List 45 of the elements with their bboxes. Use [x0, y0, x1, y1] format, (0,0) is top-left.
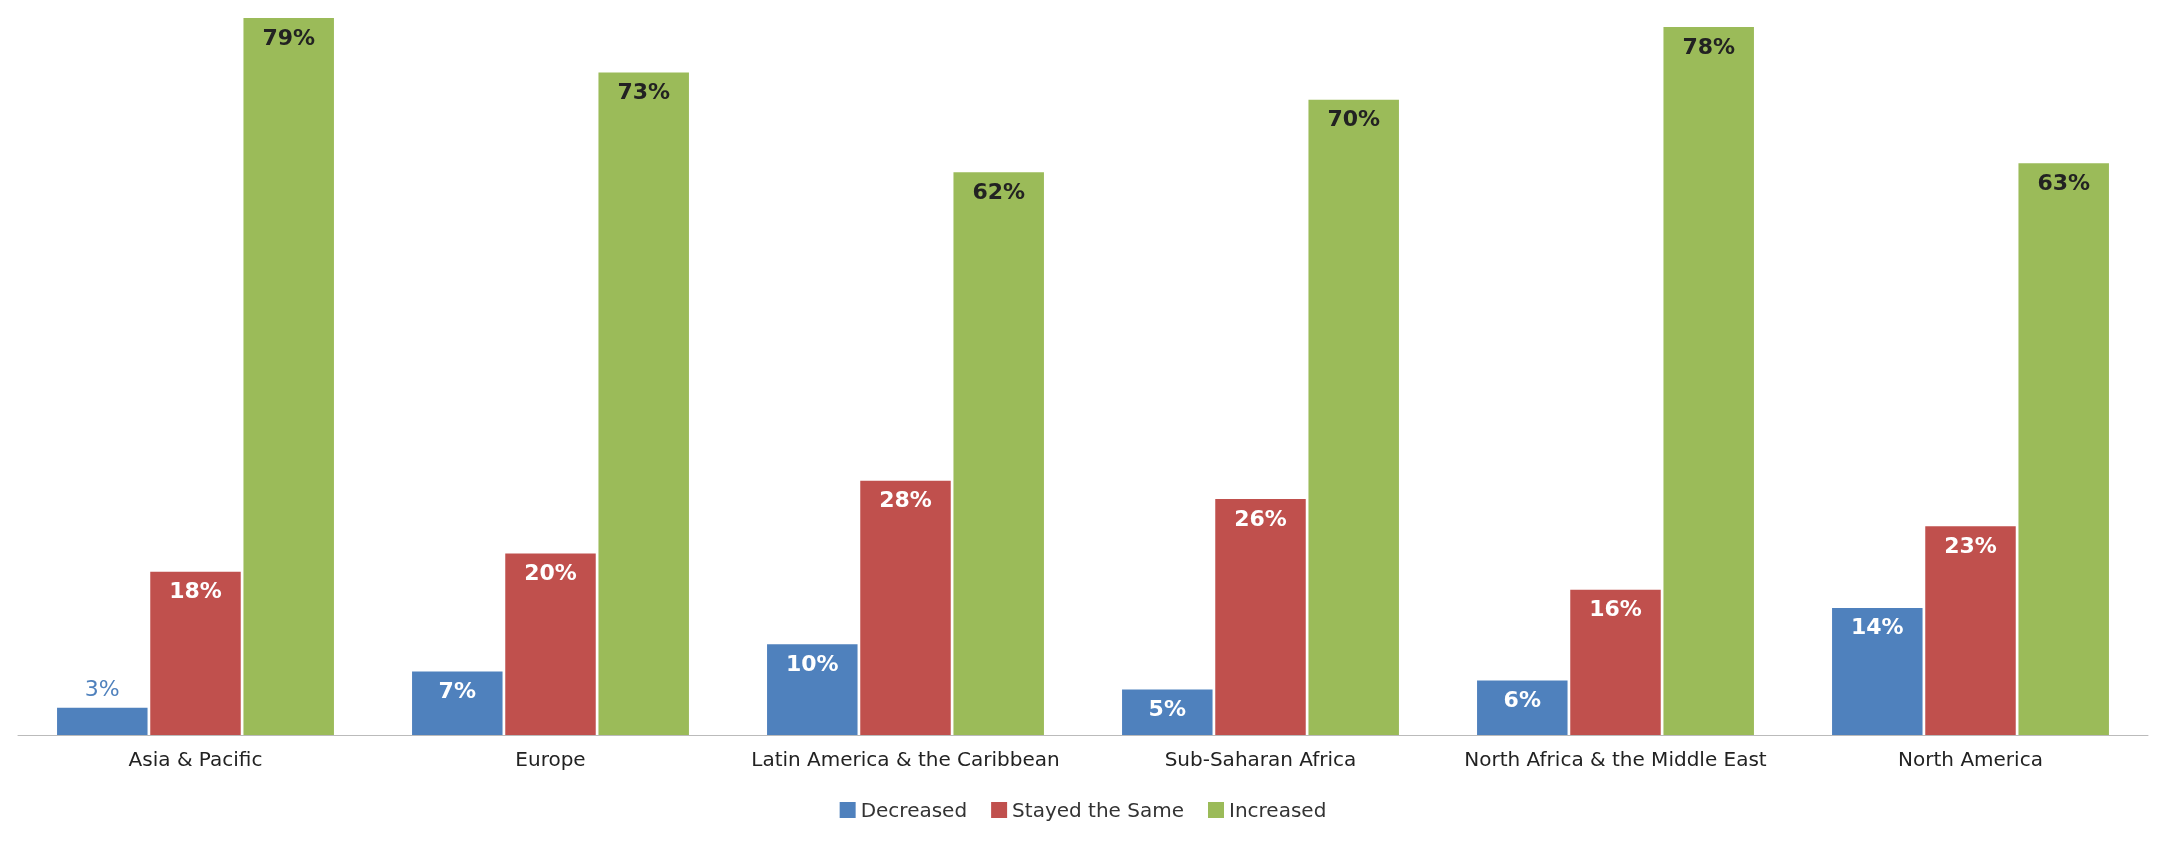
data-label: 7%: [438, 677, 476, 703]
bar: [1122, 689, 1213, 735]
bar: [150, 571, 241, 735]
data-label: 23%: [1944, 532, 1997, 558]
bar: [953, 172, 1044, 735]
data-label: 79%: [262, 24, 316, 50]
data-label: 28%: [879, 487, 932, 513]
legend-label: Increased: [1229, 798, 1327, 822]
data-label: 14%: [1850, 614, 1904, 640]
data-label: 5%: [1148, 696, 1186, 722]
bar: [598, 72, 689, 735]
bar: [1663, 27, 1754, 735]
data-label: 3%: [84, 676, 120, 702]
bar: [505, 553, 596, 735]
legend-label: Decreased: [860, 798, 968, 822]
bar: [860, 480, 951, 735]
data-label: 6%: [1503, 687, 1541, 713]
data-label: 18%: [169, 578, 222, 604]
bar: [1215, 499, 1306, 735]
x-tick-label: North America: [1898, 747, 2043, 771]
data-label: 20%: [524, 559, 577, 585]
data-label: 63%: [2037, 169, 2091, 195]
x-tick-label: North Africa & the Middle East: [1464, 747, 1767, 771]
x-tick-label: Europe: [515, 747, 586, 771]
bar: [412, 671, 503, 735]
x-tick-label: Sub-Saharan Africa: [1164, 747, 1357, 771]
data-label: 16%: [1589, 596, 1642, 622]
bar: [1477, 680, 1568, 735]
x-tick-label: Latin America & the Caribbean: [751, 747, 1060, 771]
legend-label: Stayed the Same: [1012, 798, 1185, 822]
bar: [2018, 163, 2109, 735]
data-label: 62%: [972, 178, 1026, 204]
bar: [1308, 99, 1399, 735]
bar: [1832, 607, 1923, 735]
x-tick-label: Asia & Pacific: [128, 747, 263, 771]
bar: [767, 644, 858, 735]
data-label: 26%: [1234, 505, 1287, 531]
data-label: 73%: [617, 78, 671, 104]
bar: [1570, 589, 1661, 735]
data-label: 10%: [785, 650, 839, 676]
data-label: 78%: [1682, 33, 1736, 59]
bar: [243, 18, 334, 735]
bar: [1925, 526, 2016, 735]
bar: [57, 707, 148, 735]
data-label: 70%: [1327, 106, 1381, 132]
